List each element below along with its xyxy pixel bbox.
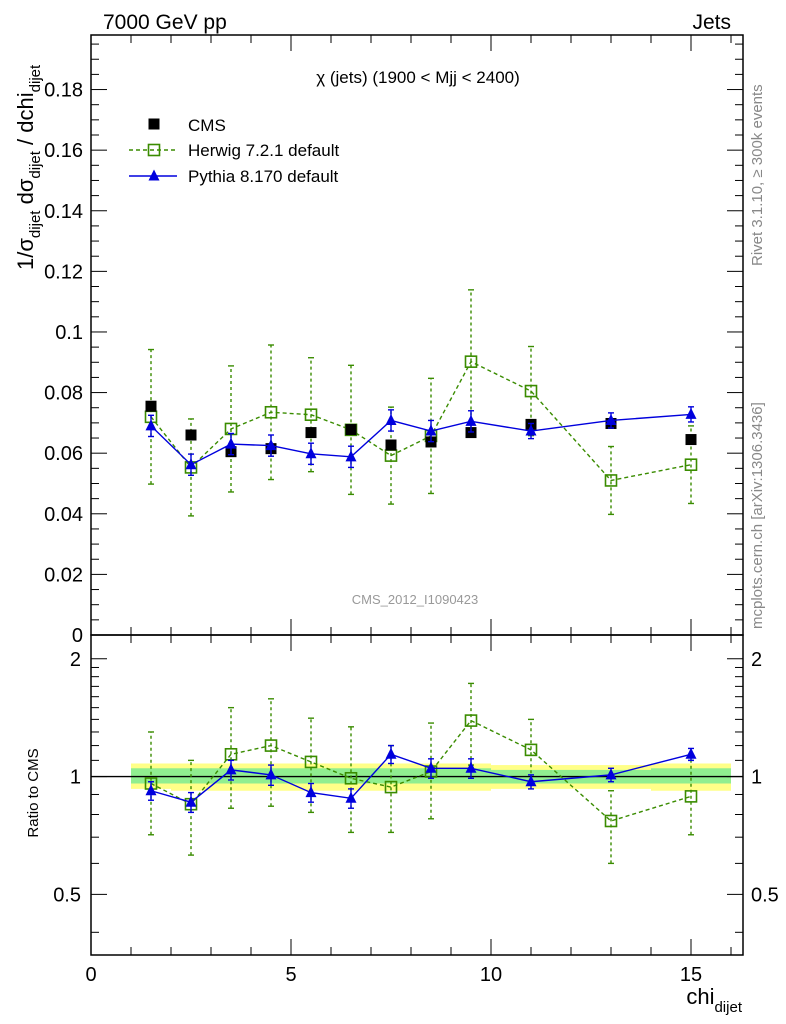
cms-point [345, 424, 357, 436]
pythia-point [385, 413, 397, 425]
y-tick-label: 0.12 [44, 261, 83, 283]
ratio-y-tick-label-left: 0.5 [53, 884, 81, 906]
pythia-point [185, 458, 197, 470]
pythia-point [525, 424, 537, 436]
y-axis-title: 1/σdijet dσdijet / dchidijet [13, 64, 44, 270]
pythia-ratio-point [525, 775, 537, 787]
x-axis-title: chidijet [686, 984, 742, 1016]
x-tick-label: 0 [85, 964, 96, 986]
ratio-panel-frame [90, 634, 744, 956]
x-tick-label: 15 [680, 964, 702, 986]
pythia-ratio-point [305, 786, 317, 798]
y-tick-label: 0.18 [44, 80, 83, 102]
y-tick-label: 0.02 [44, 564, 83, 586]
herwig-ratio-point [344, 771, 358, 785]
herwig-point [464, 355, 478, 368]
cms-point [685, 434, 697, 446]
legend: CMS Herwig 7.2.1 default Pythia 8.170 defa… [129, 116, 339, 186]
cms-point [185, 429, 197, 441]
y-tick-label: 0.04 [44, 504, 83, 526]
pythia-point [465, 414, 477, 426]
pythia-ratio-point [145, 784, 157, 796]
herwig-ratio-point [604, 814, 618, 828]
header-right-label: Jets [692, 11, 731, 34]
pythia-ratio-point [385, 747, 397, 759]
ratio-y-tick-label-right: 2 [751, 649, 762, 671]
herwig-series [144, 289, 698, 517]
herwig-ratio-point [384, 780, 398, 794]
herwig-ratio-point [524, 743, 538, 757]
pythia-point [345, 450, 357, 462]
pythia-point [685, 407, 697, 419]
x-tick-label: 5 [285, 964, 296, 986]
herwig-ratio-point [464, 714, 478, 727]
pythia-ratio-point [185, 795, 197, 807]
pythia-ratio-line [150, 753, 692, 803]
pythia-point [605, 413, 617, 425]
herwig-ratio-point [684, 790, 698, 803]
herwig-point [524, 384, 538, 398]
rivet-label: Rivet 3.1.10, ≥ 300k events [749, 84, 766, 266]
legend-cms-label: CMS [188, 116, 226, 135]
ratio-panel: 0.5 0.5 1 1 2 2 0 5 10 15 Ratio to CMS chidijet [25, 634, 779, 1016]
ratio-y-tick-label-right: 1 [751, 767, 762, 789]
ratio-y-tick-label-right: 0.5 [751, 884, 779, 906]
pythia-ratio-point [265, 768, 277, 780]
ratio-y-tick-label-left: 2 [70, 649, 81, 671]
herwig-ratio-point [304, 755, 318, 769]
legend-pythia-marker [148, 169, 160, 181]
header-left-label: 7000 GeV pp [103, 11, 227, 34]
pythia-ratio-point [685, 747, 697, 759]
pythia-ratio-series [145, 744, 697, 814]
legend-cms-marker [148, 118, 160, 130]
legend-herwig-label: Herwig 7.2.1 default [188, 141, 339, 160]
pythia-ratio-point [225, 763, 237, 775]
y-tick-label: 0.16 [44, 140, 83, 162]
herwig-ratio-line [150, 719, 692, 822]
uncertainty-band-inner [651, 768, 731, 784]
pythia-ratio-point [465, 761, 477, 773]
legend-pythia-label: Pythia 8.170 default [188, 167, 339, 186]
herwig-point [264, 405, 278, 419]
main-panel: 0 0.02 0.04 0.06 0.08 0.1 0.12 0.14 0.16 0.18 χ (… [13, 34, 744, 647]
pythia-ratio-point [345, 791, 357, 803]
cms-point [385, 439, 397, 451]
herwig-point [304, 408, 318, 421]
herwig-ratio-point [264, 739, 278, 752]
herwig-point [604, 474, 618, 487]
herwig-point [684, 458, 698, 471]
x-tick-label: 10 [480, 964, 502, 986]
pythia-point [425, 424, 437, 436]
pythia-point [265, 439, 277, 451]
y-tick-label: 0.14 [44, 201, 83, 223]
legend-herwig-marker [147, 143, 161, 157]
pythia-point [145, 419, 157, 431]
pythia-ratio-point [605, 768, 617, 780]
pythia-point [225, 437, 237, 449]
analysis-watermark: CMS_2012_I1090423 [352, 592, 479, 607]
y-tick-label: 0.06 [44, 443, 83, 465]
y-tick-label: 0.1 [55, 322, 83, 344]
pythia-point [305, 447, 317, 459]
pythia-line [150, 413, 692, 466]
cms-point [145, 400, 157, 412]
mcplots-label: mcplots.cern.ch [arXiv:1306.3436] [749, 402, 766, 629]
herwig-ratio-point [224, 747, 238, 761]
y-tick-label: 0.08 [44, 383, 83, 405]
herwig-line [150, 360, 692, 482]
ratio-y-axis-title: Ratio to CMS [25, 748, 42, 837]
herwig-point [384, 449, 398, 462]
pythia-series [145, 406, 697, 477]
uncertainty-band-inner [131, 768, 171, 784]
pythia-ratio-point [425, 761, 437, 773]
cms-point [305, 427, 317, 439]
ratio-y-tick-label-left: 1 [70, 767, 81, 789]
plot-title: χ (jets) (1900 < Mjj < 2400) [316, 68, 520, 87]
y-tick-label: 0 [72, 625, 83, 647]
